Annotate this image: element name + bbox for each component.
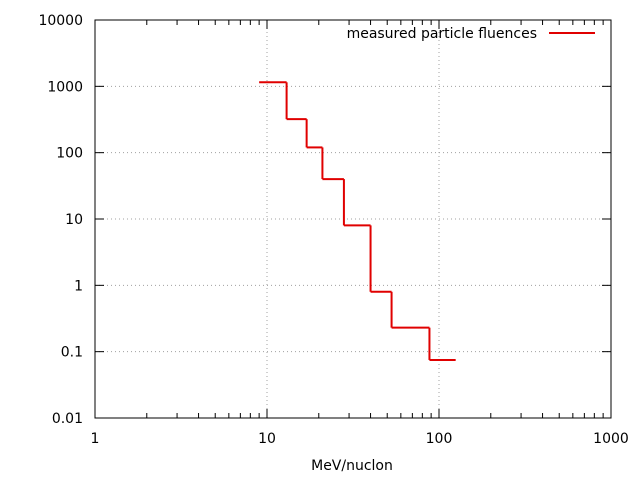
y-tick-label: 0.01 <box>52 411 83 427</box>
x-axis-label: MeV/nuclon <box>311 458 393 474</box>
y-tick-label: 1000 <box>47 79 83 95</box>
grid-lines <box>95 20 611 418</box>
legend: measured particle fluences <box>347 26 595 42</box>
series-layer <box>259 81 456 361</box>
y-tick-label: 1 <box>74 278 83 294</box>
x-tick-label: 100 <box>426 431 453 447</box>
axis-ticks <box>94 19 612 419</box>
y-tick-label: 10 <box>65 212 83 228</box>
y-tick-label: 100 <box>56 146 83 162</box>
x-tick-label: 10 <box>258 431 276 447</box>
y-tick-label: 0.1 <box>61 345 83 361</box>
plot-frame <box>94 19 612 419</box>
x-tick-label: 1000 <box>593 431 629 447</box>
y-tick-label: 10000 <box>38 13 83 29</box>
tick-labels: 1 10 100 1000 0.01 0.1 1 10 100 1000 10000 <box>38 13 628 447</box>
legend-label: measured particle fluences <box>347 26 537 42</box>
x-tick-label: 1 <box>91 431 100 447</box>
